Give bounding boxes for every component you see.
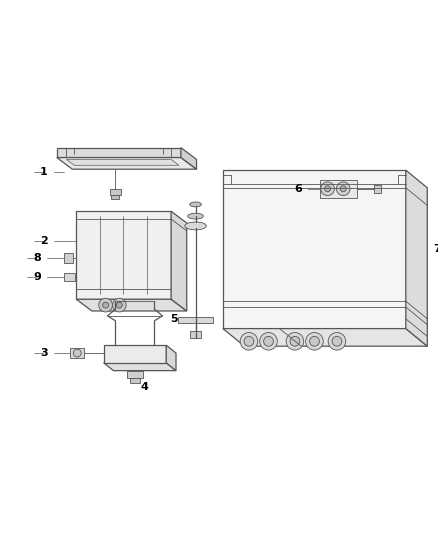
Polygon shape — [64, 253, 73, 263]
Circle shape — [264, 336, 273, 346]
Circle shape — [310, 336, 319, 346]
Bar — [127, 370, 143, 378]
Text: 9: 9 — [33, 272, 41, 282]
Polygon shape — [64, 273, 75, 281]
Circle shape — [286, 333, 304, 350]
Polygon shape — [223, 328, 427, 346]
Bar — [110, 189, 121, 195]
Polygon shape — [104, 363, 176, 370]
Circle shape — [240, 333, 258, 350]
Circle shape — [332, 336, 342, 346]
Circle shape — [73, 349, 81, 357]
Ellipse shape — [185, 222, 206, 230]
Polygon shape — [178, 317, 213, 322]
Circle shape — [336, 182, 350, 196]
Circle shape — [260, 333, 277, 350]
Ellipse shape — [190, 202, 201, 207]
Polygon shape — [320, 180, 357, 198]
Polygon shape — [406, 170, 427, 346]
Circle shape — [99, 298, 113, 312]
Circle shape — [117, 302, 122, 308]
Text: 7: 7 — [433, 245, 438, 254]
Bar — [130, 378, 140, 383]
Polygon shape — [76, 299, 187, 311]
Polygon shape — [171, 211, 187, 311]
Polygon shape — [67, 159, 179, 165]
Polygon shape — [104, 345, 166, 363]
Bar — [374, 185, 381, 192]
Circle shape — [113, 298, 126, 312]
Polygon shape — [181, 148, 197, 169]
Text: 8: 8 — [33, 253, 41, 263]
Circle shape — [102, 302, 109, 308]
Polygon shape — [190, 330, 201, 338]
Text: 1: 1 — [40, 167, 48, 177]
Circle shape — [244, 336, 254, 346]
Text: 4: 4 — [141, 382, 148, 392]
Bar — [112, 195, 119, 198]
Circle shape — [290, 336, 300, 346]
Circle shape — [321, 182, 335, 196]
Text: 3: 3 — [40, 348, 48, 358]
Polygon shape — [57, 148, 181, 157]
Text: 6: 6 — [294, 184, 302, 194]
Ellipse shape — [188, 213, 203, 219]
Circle shape — [306, 333, 323, 350]
Polygon shape — [223, 170, 406, 328]
Text: 2: 2 — [40, 236, 48, 246]
Polygon shape — [76, 211, 171, 299]
Text: 5: 5 — [170, 314, 178, 324]
Polygon shape — [71, 348, 84, 358]
Circle shape — [340, 186, 346, 192]
Circle shape — [328, 333, 346, 350]
Polygon shape — [166, 345, 176, 370]
Polygon shape — [57, 157, 197, 169]
Circle shape — [325, 186, 331, 192]
